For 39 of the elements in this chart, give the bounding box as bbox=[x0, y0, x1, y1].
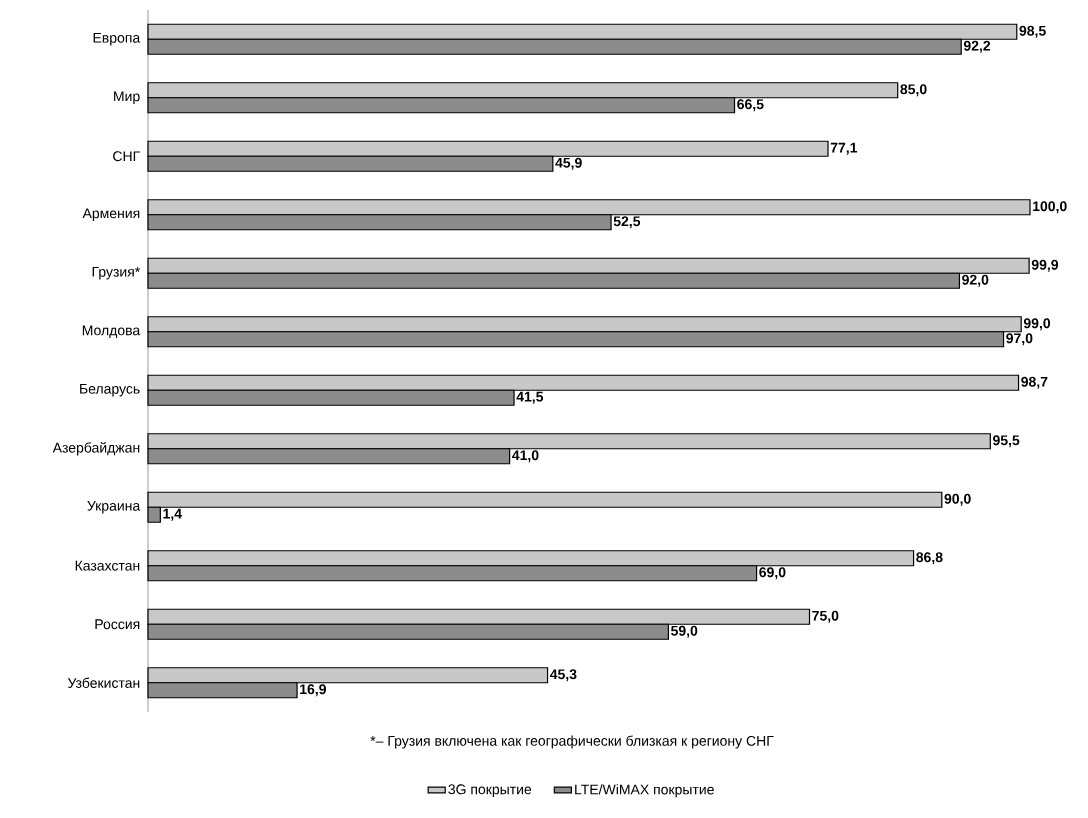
data-label: 41,0 bbox=[512, 450, 539, 463]
y-tick-label: Армения bbox=[82, 208, 140, 222]
legend-label: LTE/WiMAX покрытие bbox=[575, 784, 714, 798]
y-tick-label: Мир bbox=[114, 91, 140, 105]
data-label: 66,5 bbox=[737, 99, 764, 112]
data-label: 90,0 bbox=[944, 493, 971, 506]
data-label: 97,0 bbox=[1006, 333, 1033, 346]
text: *– Грузия включена как географически близкая к региону СНГ bbox=[370, 735, 774, 749]
data-label: 92,2 bbox=[963, 40, 991, 53]
data-label: 92,0 bbox=[962, 274, 989, 287]
data-label: 95,5 bbox=[993, 435, 1020, 448]
data-label: 75,0 bbox=[812, 610, 839, 623]
data-label: 99,0 bbox=[1023, 318, 1051, 331]
data-label: 16,9 bbox=[300, 684, 326, 697]
data-label: 98,5 bbox=[1019, 25, 1046, 38]
y-tick-label: Россия bbox=[95, 619, 140, 630]
data-label: 99,9 bbox=[1031, 259, 1059, 272]
y-tick-label: Азербайджан bbox=[52, 442, 140, 456]
y-tick-label: Европа bbox=[93, 32, 141, 46]
data-label: 77,1 bbox=[830, 142, 858, 155]
y-tick-label: Молдова bbox=[82, 325, 141, 338]
y-tick-label: Украина bbox=[87, 500, 141, 514]
data-label: 1,4 bbox=[163, 508, 182, 521]
data-label: 52,5 bbox=[613, 216, 641, 229]
y-tick-label: Казахстан bbox=[75, 560, 140, 571]
legend-label: 3G покрытие bbox=[448, 784, 532, 798]
data-label: 98,7 bbox=[1021, 376, 1048, 389]
data-label: 69,0 bbox=[759, 567, 786, 580]
y-tick-label: СНГ bbox=[113, 151, 140, 162]
data-label: 59,0 bbox=[671, 625, 698, 638]
data-label: 45,9 bbox=[555, 157, 582, 170]
data-label: 100,0 bbox=[1033, 201, 1067, 214]
data-label: 85,0 bbox=[900, 84, 927, 97]
data-label: 41,5 bbox=[516, 391, 544, 404]
y-tick-label: Узбекистан bbox=[67, 677, 140, 688]
data-label: 86,8 bbox=[916, 552, 943, 565]
y-tick-label: Грузия* bbox=[92, 266, 141, 280]
data-label: 45,3 bbox=[549, 669, 577, 682]
y-tick-label: Беларусь bbox=[80, 383, 140, 397]
